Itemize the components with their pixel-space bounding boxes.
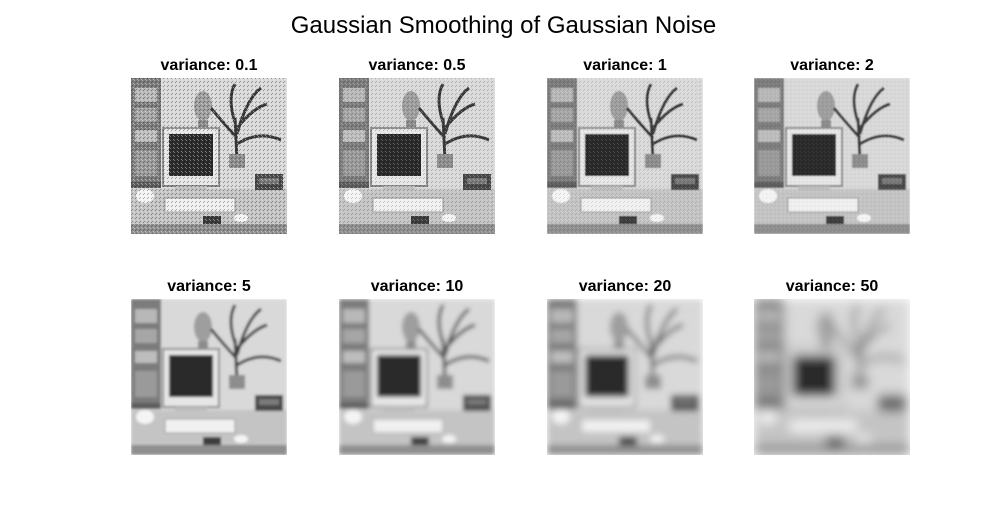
panel-title: variance: 1 (583, 57, 667, 74)
panel-title: variance: 2 (790, 57, 874, 74)
office-desk-image (547, 299, 703, 455)
office-desk-image (339, 78, 495, 234)
office-desk-image (754, 299, 910, 455)
office-desk-image (754, 78, 910, 234)
office-desk-image (339, 299, 495, 455)
figure-title: Gaussian Smoothing of Gaussian Noise (290, 12, 717, 39)
office-desk-image (547, 78, 703, 234)
panel-title: variance: 50 (785, 278, 879, 295)
panel-title: variance: 0.1 (160, 57, 258, 74)
panel-title: variance: 0.5 (368, 57, 466, 74)
panel-title: variance: 20 (578, 278, 672, 295)
office-desk-image (131, 299, 287, 455)
office-desk-image (131, 78, 287, 234)
panel-title: variance: 10 (370, 278, 464, 295)
panel-title: variance: 5 (167, 278, 251, 295)
